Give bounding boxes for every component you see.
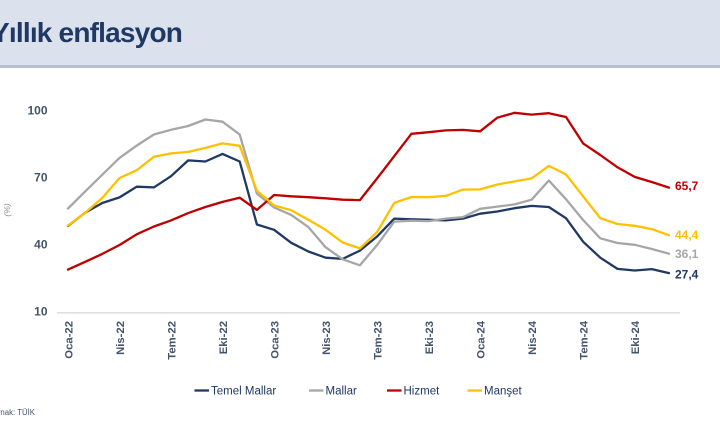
svg-text:Oca-23: Oca-23 — [270, 321, 282, 359]
svg-text:Mallar: Mallar — [326, 386, 357, 398]
svg-text:27,4: 27,4 — [675, 268, 699, 282]
svg-text:(%): (%) — [2, 203, 12, 216]
svg-text:36,1: 36,1 — [675, 247, 699, 261]
svg-text:Eki-23: Eki-23 — [424, 321, 436, 354]
svg-text:100: 100 — [27, 104, 47, 118]
svg-text:10: 10 — [34, 305, 48, 319]
svg-text:Eki-24: Eki-24 — [630, 320, 642, 354]
svg-text:Tem-24: Tem-24 — [579, 320, 591, 359]
svg-text:40: 40 — [34, 238, 48, 252]
svg-text:Nis-23: Nis-23 — [321, 321, 333, 355]
svg-text:Manşet: Manşet — [484, 386, 523, 398]
svg-text:Tem-23: Tem-23 — [373, 321, 385, 360]
svg-text:Eki-22: Eki-22 — [218, 321, 230, 354]
svg-text:Tem-22: Tem-22 — [167, 321, 179, 360]
svg-text:Kaynak: TÜİK: Kaynak: TÜİK — [0, 408, 36, 417]
svg-text:Hizmet: Hizmet — [404, 386, 441, 398]
svg-text:Temel Mallar: Temel Mallar — [211, 386, 276, 398]
svg-text:70: 70 — [34, 171, 48, 185]
svg-text:Nis-22: Nis-22 — [115, 321, 127, 355]
svg-text:Oca-22: Oca-22 — [64, 321, 76, 359]
svg-text:44,4: 44,4 — [675, 228, 699, 242]
svg-text:65,7: 65,7 — [675, 179, 699, 193]
svg-text:Nis-24: Nis-24 — [527, 320, 539, 355]
svg-text:Oca-24: Oca-24 — [476, 320, 488, 358]
